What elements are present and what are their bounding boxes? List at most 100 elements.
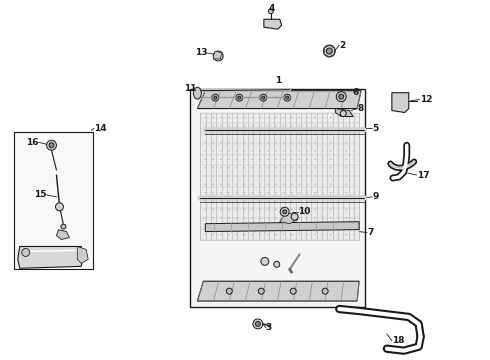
Circle shape: [306, 225, 308, 227]
Circle shape: [306, 209, 308, 210]
Circle shape: [338, 209, 339, 210]
Circle shape: [298, 234, 300, 235]
Circle shape: [275, 134, 277, 135]
Circle shape: [267, 158, 269, 160]
Circle shape: [314, 142, 316, 143]
Circle shape: [298, 117, 300, 118]
Text: 18: 18: [392, 336, 404, 345]
Circle shape: [228, 167, 230, 168]
Circle shape: [298, 209, 300, 210]
Circle shape: [259, 117, 261, 118]
Circle shape: [338, 142, 339, 143]
Circle shape: [322, 200, 323, 202]
Text: 9: 9: [372, 192, 378, 201]
Circle shape: [314, 125, 316, 127]
Circle shape: [220, 225, 222, 227]
Circle shape: [338, 150, 339, 152]
Circle shape: [353, 192, 355, 194]
Circle shape: [345, 134, 347, 135]
Polygon shape: [56, 230, 70, 239]
Circle shape: [275, 175, 277, 177]
Circle shape: [260, 94, 267, 101]
Circle shape: [340, 111, 346, 117]
Circle shape: [291, 134, 292, 135]
Circle shape: [306, 117, 308, 118]
Circle shape: [314, 209, 316, 210]
Circle shape: [345, 184, 347, 185]
Circle shape: [298, 184, 300, 185]
Circle shape: [314, 175, 316, 177]
Circle shape: [283, 209, 284, 210]
Circle shape: [259, 150, 261, 152]
Circle shape: [204, 234, 206, 235]
Circle shape: [269, 9, 273, 14]
Circle shape: [306, 234, 308, 235]
Circle shape: [228, 142, 230, 143]
Circle shape: [283, 192, 284, 194]
Circle shape: [322, 192, 323, 194]
Circle shape: [212, 184, 214, 185]
Circle shape: [212, 175, 214, 177]
Circle shape: [251, 192, 253, 194]
Text: 5: 5: [372, 124, 378, 133]
Circle shape: [306, 142, 308, 143]
Circle shape: [283, 184, 284, 185]
Circle shape: [220, 150, 222, 152]
Circle shape: [283, 125, 284, 127]
Circle shape: [322, 150, 323, 152]
Circle shape: [259, 225, 261, 227]
Circle shape: [244, 125, 245, 127]
Circle shape: [267, 200, 269, 202]
Bar: [191, 89, 365, 307]
Circle shape: [322, 142, 323, 143]
Text: 1: 1: [274, 76, 281, 85]
Circle shape: [353, 158, 355, 160]
Circle shape: [204, 142, 206, 143]
Polygon shape: [197, 91, 361, 109]
Circle shape: [345, 225, 347, 227]
Circle shape: [204, 117, 206, 118]
Circle shape: [267, 234, 269, 235]
Circle shape: [204, 175, 206, 177]
Circle shape: [259, 142, 261, 143]
Circle shape: [322, 117, 323, 118]
Circle shape: [275, 225, 277, 227]
Circle shape: [338, 184, 339, 185]
Circle shape: [267, 150, 269, 152]
Circle shape: [259, 184, 261, 185]
Circle shape: [345, 217, 347, 219]
Circle shape: [353, 117, 355, 118]
Circle shape: [298, 200, 300, 202]
Circle shape: [236, 200, 238, 202]
Circle shape: [314, 192, 316, 194]
Circle shape: [330, 184, 331, 185]
Circle shape: [291, 142, 292, 143]
Circle shape: [228, 150, 230, 152]
Circle shape: [345, 150, 347, 152]
Circle shape: [330, 225, 331, 227]
Circle shape: [244, 150, 245, 152]
Circle shape: [280, 207, 289, 216]
Circle shape: [275, 209, 277, 210]
Circle shape: [291, 225, 292, 227]
Circle shape: [251, 234, 253, 235]
Circle shape: [61, 224, 66, 229]
Circle shape: [267, 184, 269, 185]
Circle shape: [251, 134, 253, 135]
Circle shape: [259, 175, 261, 177]
Circle shape: [353, 184, 355, 185]
Text: 13: 13: [195, 49, 207, 58]
Circle shape: [275, 142, 277, 143]
Circle shape: [236, 150, 238, 152]
Circle shape: [212, 209, 214, 210]
Circle shape: [283, 158, 284, 160]
Circle shape: [345, 158, 347, 160]
Circle shape: [251, 167, 253, 168]
Circle shape: [212, 217, 214, 219]
Circle shape: [204, 192, 206, 194]
Circle shape: [220, 158, 222, 160]
Circle shape: [244, 192, 245, 194]
Circle shape: [314, 184, 316, 185]
Circle shape: [275, 117, 277, 118]
Circle shape: [259, 125, 261, 127]
